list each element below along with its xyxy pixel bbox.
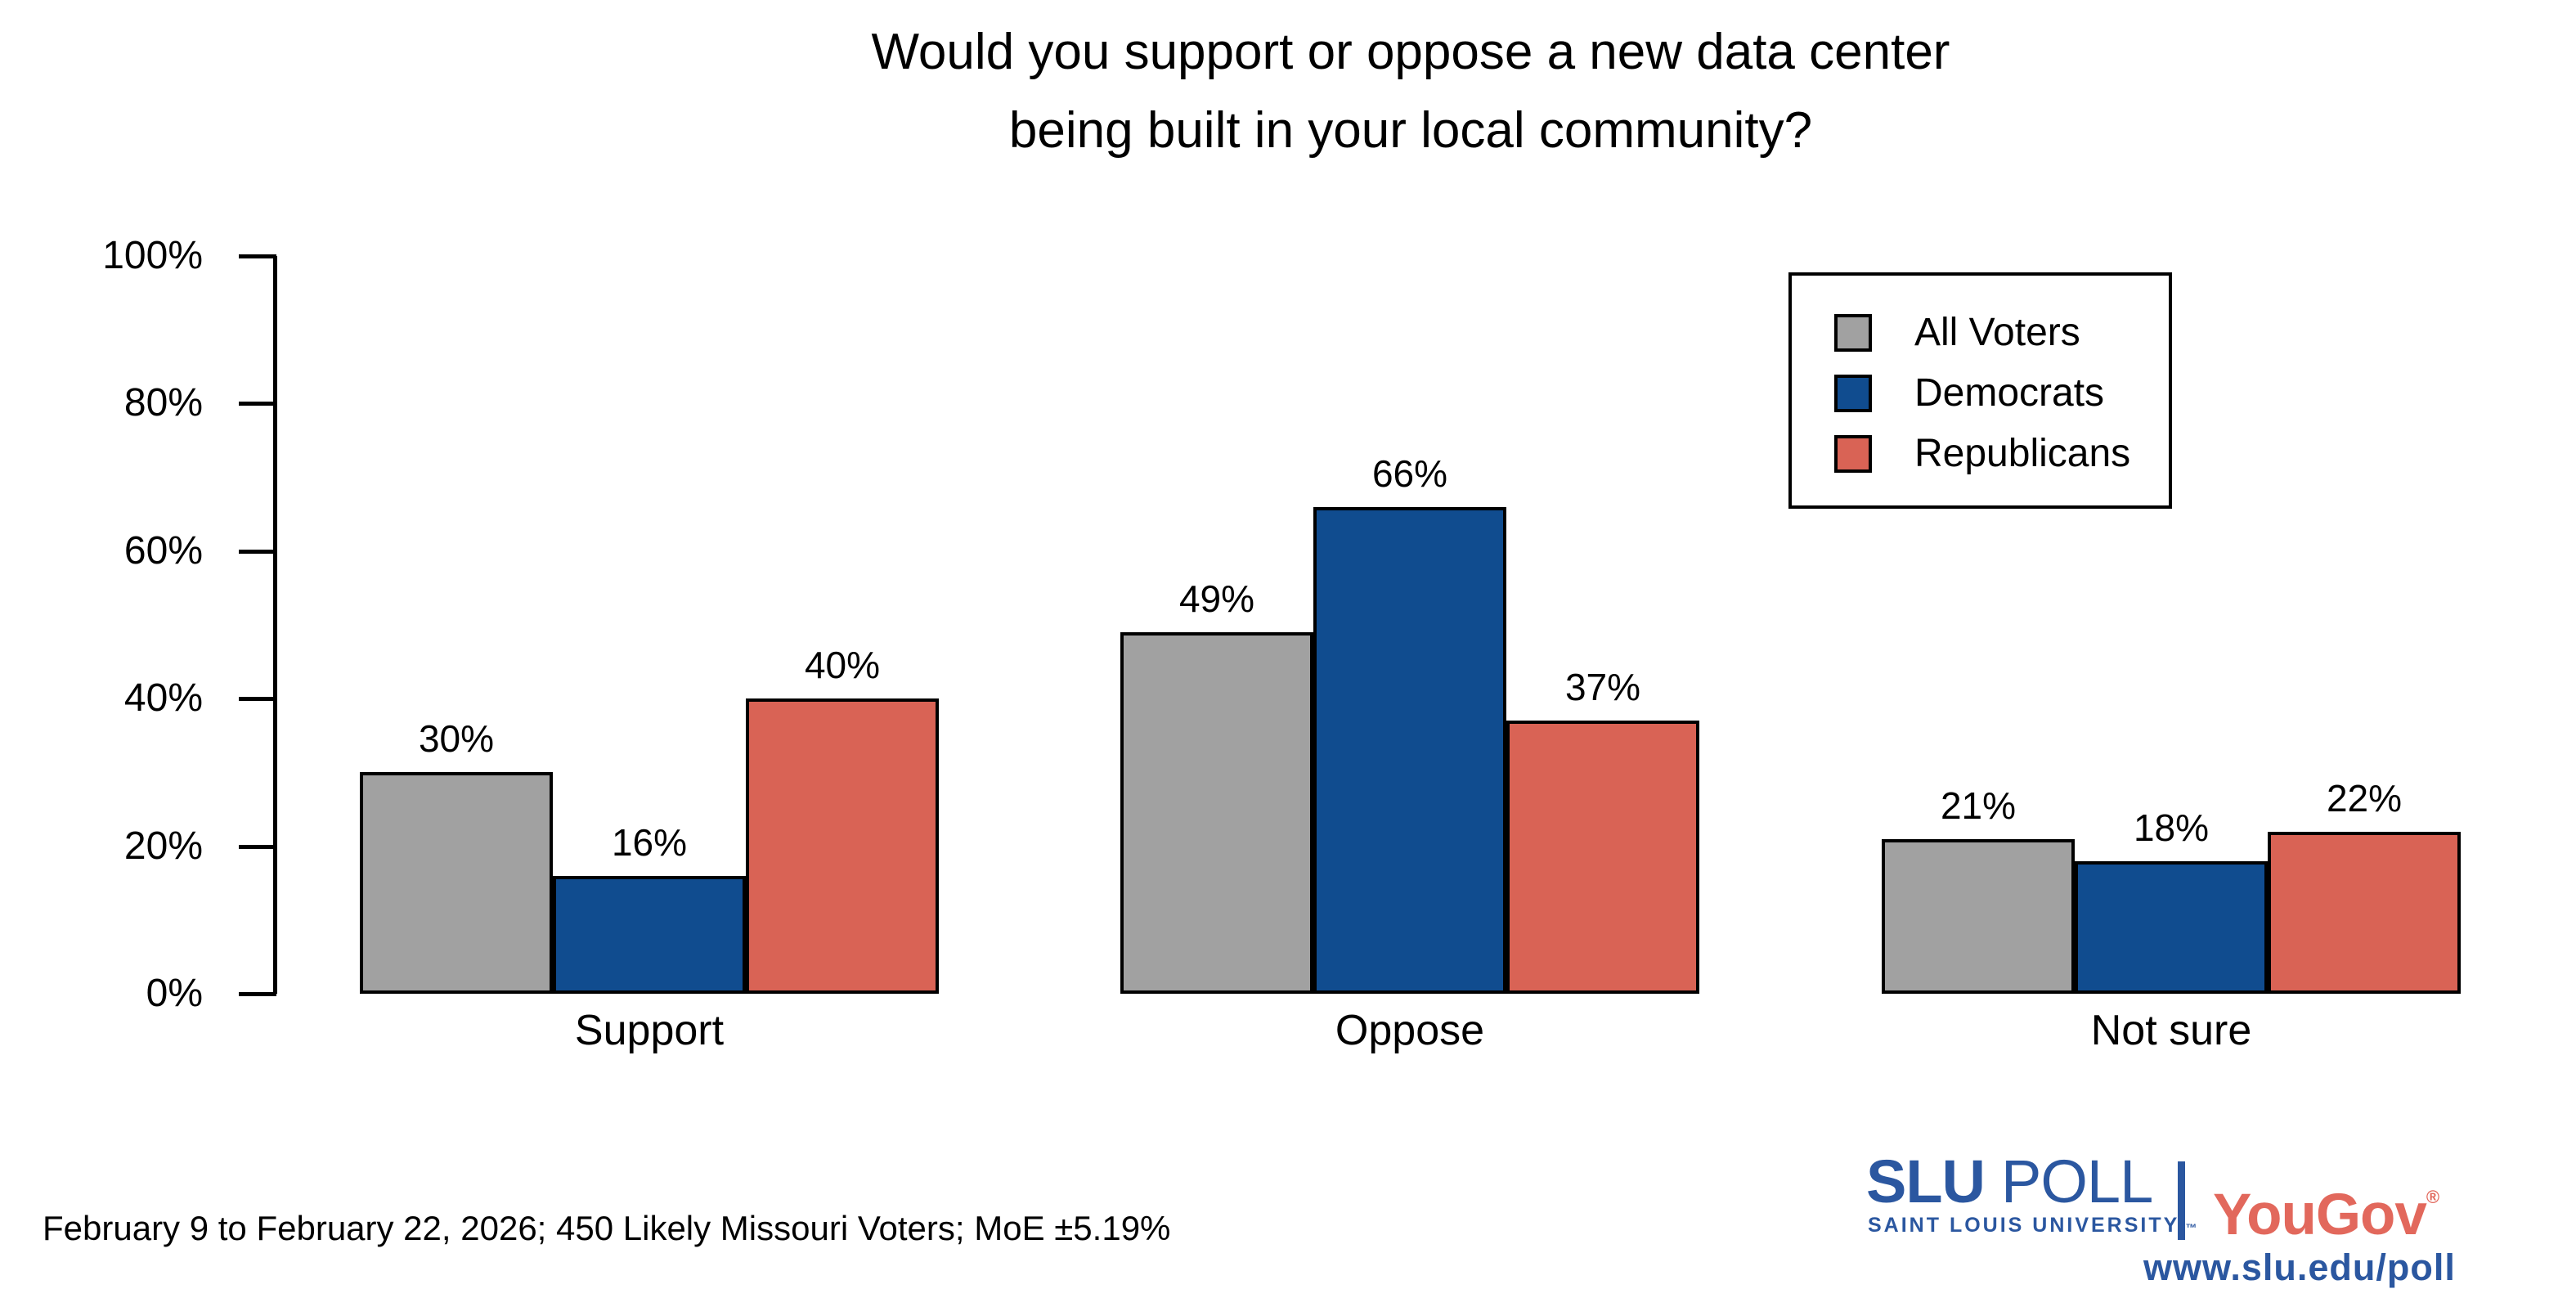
registered-symbol: ® (2426, 1187, 2440, 1207)
y-axis-tick (239, 844, 276, 849)
y-axis-tick (239, 992, 276, 996)
chart-title: Would you support or oppose a new data c… (245, 13, 2576, 170)
bar-not-sure-democrats (2075, 861, 2268, 994)
legend: All Voters Democrats Republicans (1788, 272, 2172, 509)
bar-value-label: 16% (611, 821, 688, 864)
bar-value-label: 22% (2326, 777, 2403, 820)
y-axis-tick (239, 697, 276, 702)
y-axis-tick (239, 402, 276, 406)
yougov-logo-text: YouGov (2213, 1183, 2427, 1247)
bar-value-label: 37% (1564, 666, 1641, 708)
bar-oppose-democrats (1313, 507, 1506, 994)
chart-title-line2: being built in your local community? (1008, 102, 1813, 159)
legend-swatch-democrats (1834, 375, 1872, 412)
y-axis-tick-label: 20% (123, 824, 203, 868)
y-axis-tick-label: 100% (102, 234, 203, 277)
bar-value-label: 18% (2133, 806, 2210, 849)
category-label-oppose: Oppose (1335, 1007, 1485, 1054)
bar-oppose-all-voters (1120, 632, 1313, 994)
legend-label-all-voters: All Voters (1914, 311, 2080, 354)
slu-poll-url: www.slu.edu/poll (2143, 1246, 2456, 1288)
slu-logo-text: SLU (1866, 1148, 1986, 1215)
category-label-support: Support (574, 1007, 725, 1054)
bar-oppose-republicans (1506, 721, 1699, 994)
saint-louis-university-text: SAINT LOUIS UNIVERSITY.™ (1868, 1214, 2197, 1237)
y-axis-tick-label: 0% (146, 972, 203, 1015)
bar-value-label: 21% (1940, 784, 2017, 827)
bar-support-democrats (553, 876, 746, 994)
bar-support-all-voters (360, 772, 553, 994)
category-label-not-sure: Not sure (2090, 1007, 2252, 1054)
y-axis-tick-label: 60% (123, 528, 203, 573)
logo-separator (2178, 1161, 2185, 1240)
y-axis-tick (239, 254, 276, 258)
footer-note: February 9 to February 22, 2026; 450 Lik… (43, 1209, 1171, 1247)
bar-support-republicans (746, 698, 939, 994)
bar-value-label: 66% (1371, 452, 1448, 495)
legend-label-republicans: Republicans (1914, 432, 2131, 475)
bar-not-sure-all-voters (1882, 839, 2075, 994)
y-axis-tick-label: 40% (123, 676, 203, 721)
bar-value-label: 40% (804, 644, 881, 686)
chart-title-line1: Would you support or oppose a new data c… (871, 24, 1950, 80)
y-axis-tick (239, 549, 276, 554)
legend-swatch-all-voters (1834, 314, 1872, 352)
yougov-logo: YouGov® (2213, 1168, 2439, 1244)
slu-poll-logo: SLU POLL (1866, 1152, 2153, 1212)
bar-not-sure-republicans (2268, 832, 2461, 994)
y-axis-line (273, 256, 277, 994)
legend-label-democrats: Democrats (1914, 371, 2105, 415)
bar-value-label: 49% (1178, 577, 1255, 620)
poll-logo-text: POLL (2001, 1148, 2153, 1215)
university-label: SAINT LOUIS UNIVERSITY. (1868, 1214, 2186, 1237)
trademark-symbol: ™ (2185, 1221, 2197, 1234)
y-axis-tick-label: 80% (123, 381, 203, 425)
legend-swatch-republicans (1834, 435, 1872, 473)
bar-value-label: 30% (418, 717, 495, 760)
